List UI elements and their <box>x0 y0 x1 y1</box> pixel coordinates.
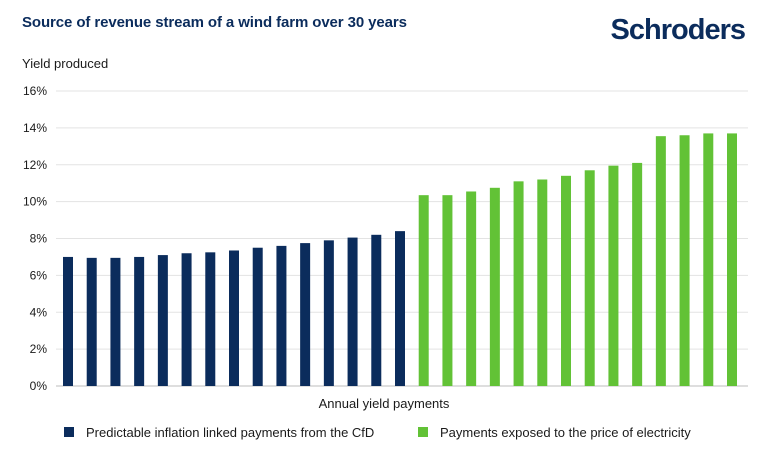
bar-inflation-linked <box>276 245 287 387</box>
legend-swatch <box>418 427 428 437</box>
y-tick-label: 10% <box>23 195 47 209</box>
y-tick-label: 2% <box>30 342 48 356</box>
bar-electricity-price <box>418 195 429 386</box>
legend-swatch <box>64 427 74 437</box>
bar-electricity-price <box>561 175 571 386</box>
bar-inflation-linked <box>157 255 168 386</box>
bar-electricity-price <box>442 195 453 386</box>
y-axis-ticks: 0% 2% 4% 6% 8% 10% 12% 14% 16% <box>23 84 47 393</box>
bar-inflation-linked <box>181 253 192 386</box>
bar-inflation-linked <box>229 250 239 386</box>
bar-inflation-linked <box>300 243 311 386</box>
bar-electricity-price <box>584 170 595 386</box>
bar-electricity-price <box>679 135 690 386</box>
bar-electricity-price <box>703 133 714 386</box>
y-tick-label: 14% <box>23 121 47 135</box>
y-tick-label: 8% <box>30 232 48 246</box>
y-tick-label: 12% <box>23 158 47 172</box>
y-axis-title: Yield produced <box>22 56 108 71</box>
chart-title: Source of revenue stream of a wind farm … <box>22 14 407 31</box>
legend-label: Predictable inflation linked payments fr… <box>86 425 374 440</box>
bar-electricity-price <box>608 165 619 386</box>
bars <box>63 133 737 387</box>
legend: Predictable inflation linked payments fr… <box>64 425 691 440</box>
bar-inflation-linked <box>395 231 405 387</box>
bar-electricity-price <box>466 191 477 386</box>
y-tick-label: 6% <box>30 268 48 282</box>
bar-electricity-price <box>489 187 500 386</box>
bar-inflation-linked <box>86 257 97 386</box>
bar-electricity-price <box>537 179 548 386</box>
bar-inflation-linked <box>323 240 334 386</box>
bar-inflation-linked <box>63 256 73 386</box>
bar-inflation-linked <box>347 237 358 386</box>
bar-inflation-linked <box>252 247 263 386</box>
legend-label: Payments exposed to the price of electri… <box>440 425 691 440</box>
bar-inflation-linked <box>134 256 145 386</box>
bar-electricity-price <box>655 136 666 386</box>
x-axis-title: Annual yield payments <box>319 396 450 411</box>
y-tick-label: 0% <box>30 379 48 393</box>
bar-electricity-price <box>727 133 737 386</box>
y-tick-label: 4% <box>30 305 48 319</box>
y-tick-label: 16% <box>23 84 47 98</box>
bar-inflation-linked <box>205 252 216 386</box>
schroders-logo: Schroders <box>610 14 746 46</box>
bar-electricity-price <box>513 181 524 386</box>
bar-inflation-linked <box>110 257 121 386</box>
bar-inflation-linked <box>371 234 382 386</box>
bar-electricity-price <box>632 162 643 386</box>
